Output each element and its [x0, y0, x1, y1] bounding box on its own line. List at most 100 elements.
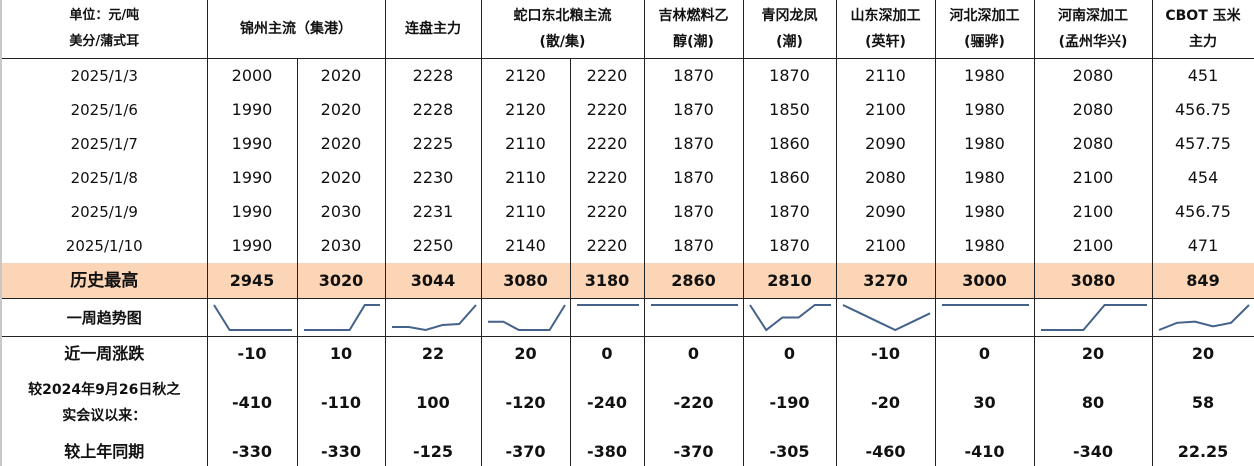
- since-meeting-row: 较2024年9月26日秋之 实会议以来： -410 -110 100 -120 -240 -2…: [2, 371, 1254, 435]
- value-cell: 2228: [384, 93, 482, 127]
- value-cell: -305: [742, 435, 837, 466]
- value-cell: 1870: [643, 58, 744, 93]
- value-cell: 3000: [934, 263, 1035, 299]
- value-cell: 80: [1033, 371, 1153, 435]
- value-cell: 2110: [480, 127, 571, 161]
- column-header: 山东深加工 (英轩): [835, 0, 936, 59]
- value-cell: 2220: [569, 127, 645, 161]
- value-cell: 2020: [296, 58, 386, 93]
- column-header: 河南深加工 (孟州华兴): [1033, 0, 1153, 59]
- column-header: 蛇口东北粮主流 (散/集): [480, 0, 645, 59]
- column-header-line: 连盘主力: [405, 21, 461, 37]
- sparkline: [487, 303, 566, 331]
- value-cell: 2080: [835, 161, 936, 195]
- value-cell: 2140: [480, 229, 571, 263]
- sparkline: [748, 303, 831, 331]
- row-label: 较上年同期: [2, 435, 208, 466]
- value-cell: 2110: [835, 58, 936, 93]
- header-row: 单位：元/吨 美分/蒲式耳 锦州主流（集港） 连盘主力 蛇口东北粮主流 (散/集) 吉林燃…: [2, 0, 1254, 59]
- yoy-row: 较上年同期 -330 -330 -125 -370 -380 -370 -305 -460 -41…: [2, 435, 1254, 466]
- value-cell: 20: [1151, 336, 1254, 371]
- column-header-line: (散/集): [539, 34, 586, 50]
- value-cell: -125: [384, 435, 482, 466]
- date-row: 2025/1/3 2000 2020 2228 2120 2220 1870 1870 2110…: [2, 58, 1254, 93]
- value-cell: 2090: [835, 195, 936, 229]
- value-cell: -330: [296, 435, 386, 466]
- row-label: 2025/1/6: [2, 93, 208, 127]
- value-cell: 2020: [296, 161, 386, 195]
- row-label: 一周趋势图: [2, 298, 208, 337]
- value-cell: 3270: [835, 263, 936, 299]
- value-cell: 2020: [296, 127, 386, 161]
- value-cell: 2860: [643, 263, 744, 299]
- sparkline-cell: [934, 298, 1035, 337]
- highest-row: 历史最高 2945 3020 3044 3080 3180 2860 2810 3270 3000…: [2, 263, 1254, 299]
- value-cell: 1990: [206, 161, 298, 195]
- column-header-line: 河北深加工: [949, 8, 1020, 24]
- value-cell: 1980: [934, 58, 1035, 93]
- date-row: 2025/1/6 1990 2020 2228 2120 2220 1870 1850 2100…: [2, 93, 1254, 127]
- value-cell: 20: [480, 336, 571, 371]
- value-cell: 2020: [296, 93, 386, 127]
- row-label: 2025/1/7: [2, 127, 208, 161]
- value-cell: 1980: [934, 161, 1035, 195]
- value-cell: 1850: [742, 93, 837, 127]
- trend-row: 一周趋势图: [2, 298, 1254, 337]
- value-cell: 1870: [742, 229, 837, 263]
- value-cell: 2100: [835, 93, 936, 127]
- value-cell: 1870: [643, 195, 744, 229]
- value-cell: 1980: [934, 127, 1035, 161]
- value-cell: 454: [1151, 161, 1254, 195]
- value-cell: 22.25: [1151, 435, 1254, 466]
- since-label-line-1: 较2024年9月26日秋之: [28, 382, 181, 398]
- value-cell: 22: [384, 336, 482, 371]
- value-cell: -380: [569, 435, 645, 466]
- value-cell: -370: [480, 435, 571, 466]
- column-header-line: 河南深加工: [1058, 8, 1128, 24]
- value-cell: 1990: [206, 229, 298, 263]
- value-cell: 2250: [384, 229, 482, 263]
- value-cell: 2220: [569, 58, 645, 93]
- value-cell: 3020: [296, 263, 386, 299]
- value-cell: 2230: [384, 161, 482, 195]
- value-cell: 1980: [934, 93, 1035, 127]
- sparkline: [842, 303, 930, 331]
- column-header: CBOT 玉米 主力: [1151, 0, 1254, 59]
- value-cell: 2090: [835, 127, 936, 161]
- column-header: 青冈龙凤 (潮): [742, 0, 837, 59]
- column-header-line: 山东深加工: [850, 8, 921, 24]
- value-cell: 2080: [1033, 127, 1153, 161]
- sparkline-line: [842, 303, 930, 331]
- value-cell: 2100: [1033, 195, 1153, 229]
- row-label: 历史最高: [2, 263, 208, 299]
- sparkline-cell: [1033, 298, 1153, 337]
- value-cell: 2220: [569, 161, 645, 195]
- value-cell: 2120: [480, 93, 571, 127]
- value-cell: 2080: [1033, 93, 1153, 127]
- value-cell: 2100: [835, 229, 936, 263]
- value-cell: 0: [569, 336, 645, 371]
- value-cell: 0: [934, 336, 1035, 371]
- value-cell: 2945: [206, 263, 298, 299]
- column-header: 锦州主流（集港）: [206, 0, 386, 59]
- value-cell: 1990: [206, 93, 298, 127]
- value-cell: 2225: [384, 127, 482, 161]
- row-label: 近一周涨跌: [2, 336, 208, 371]
- value-cell: -240: [569, 371, 645, 435]
- row-label: 2025/1/10: [2, 229, 208, 263]
- value-cell: -410: [934, 435, 1035, 466]
- value-cell: 2120: [480, 58, 571, 93]
- value-cell: 2231: [384, 195, 482, 229]
- date-row: 2025/1/8 1990 2020 2230 2110 2220 1870 1860 2080…: [2, 161, 1254, 195]
- value-cell: 2000: [206, 58, 298, 93]
- value-cell: 10: [296, 336, 386, 371]
- sparkline: [650, 303, 738, 306]
- value-cell: -190: [742, 371, 837, 435]
- column-header-line: 吉林燃料乙: [658, 8, 729, 24]
- value-cell: 1990: [206, 195, 298, 229]
- sparkline-cell: [296, 298, 386, 337]
- sparkline: [1158, 303, 1250, 331]
- sparkline: [576, 303, 639, 306]
